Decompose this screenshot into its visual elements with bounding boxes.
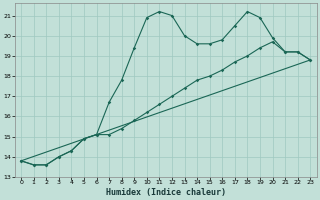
X-axis label: Humidex (Indice chaleur): Humidex (Indice chaleur)	[106, 188, 226, 197]
